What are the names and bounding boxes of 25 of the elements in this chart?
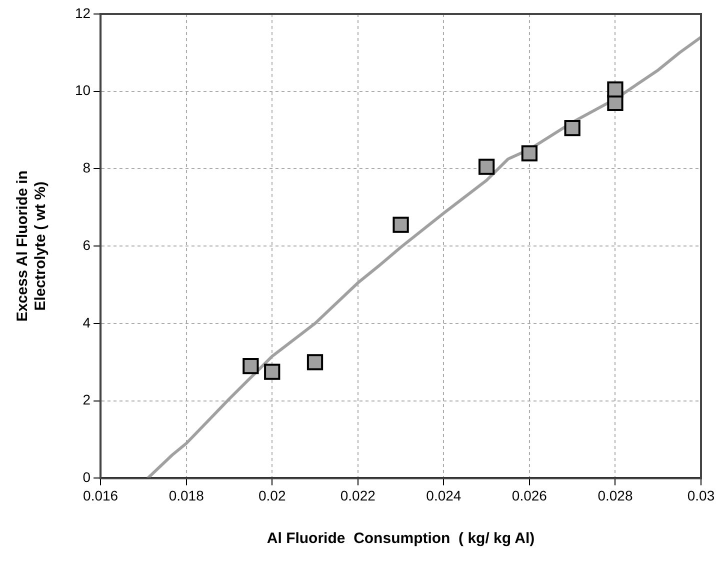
x-tick-label: 0.022 — [340, 487, 376, 504]
point — [264, 364, 280, 380]
point — [242, 358, 259, 374]
point — [392, 216, 409, 233]
point — [521, 145, 538, 162]
y-tick-label: 12 — [74, 4, 91, 21]
point — [607, 81, 624, 98]
y-tick-label: 4 — [82, 314, 91, 330]
y-tick-label: 6 — [82, 236, 91, 253]
x-tick-label: 0.028 — [598, 487, 633, 504]
x-tick-label: 0.03 — [687, 487, 715, 504]
x-tick-label: 0.024 — [426, 487, 462, 504]
x-tick-label: 0.026 — [512, 487, 548, 504]
y-tick-label: 8 — [82, 160, 91, 176]
x-tick-label: 0.016 — [83, 487, 118, 504]
point — [478, 158, 495, 175]
y-axis-title: Excess Al Fluoride in Electrolyte ( wt %) — [14, 170, 50, 322]
y-tick-label: 10 — [74, 82, 91, 98]
point — [306, 354, 324, 370]
y-tick-label: 2 — [82, 392, 91, 408]
x-tick-label: 0.018 — [168, 487, 204, 504]
x-axis-title: Al Fluoride Consumption ( kg/ kg Al) — [266, 530, 535, 548]
x-tick-label: 0.02 — [258, 487, 286, 504]
y-tick-label: 0 — [82, 469, 91, 486]
point — [564, 120, 580, 136]
